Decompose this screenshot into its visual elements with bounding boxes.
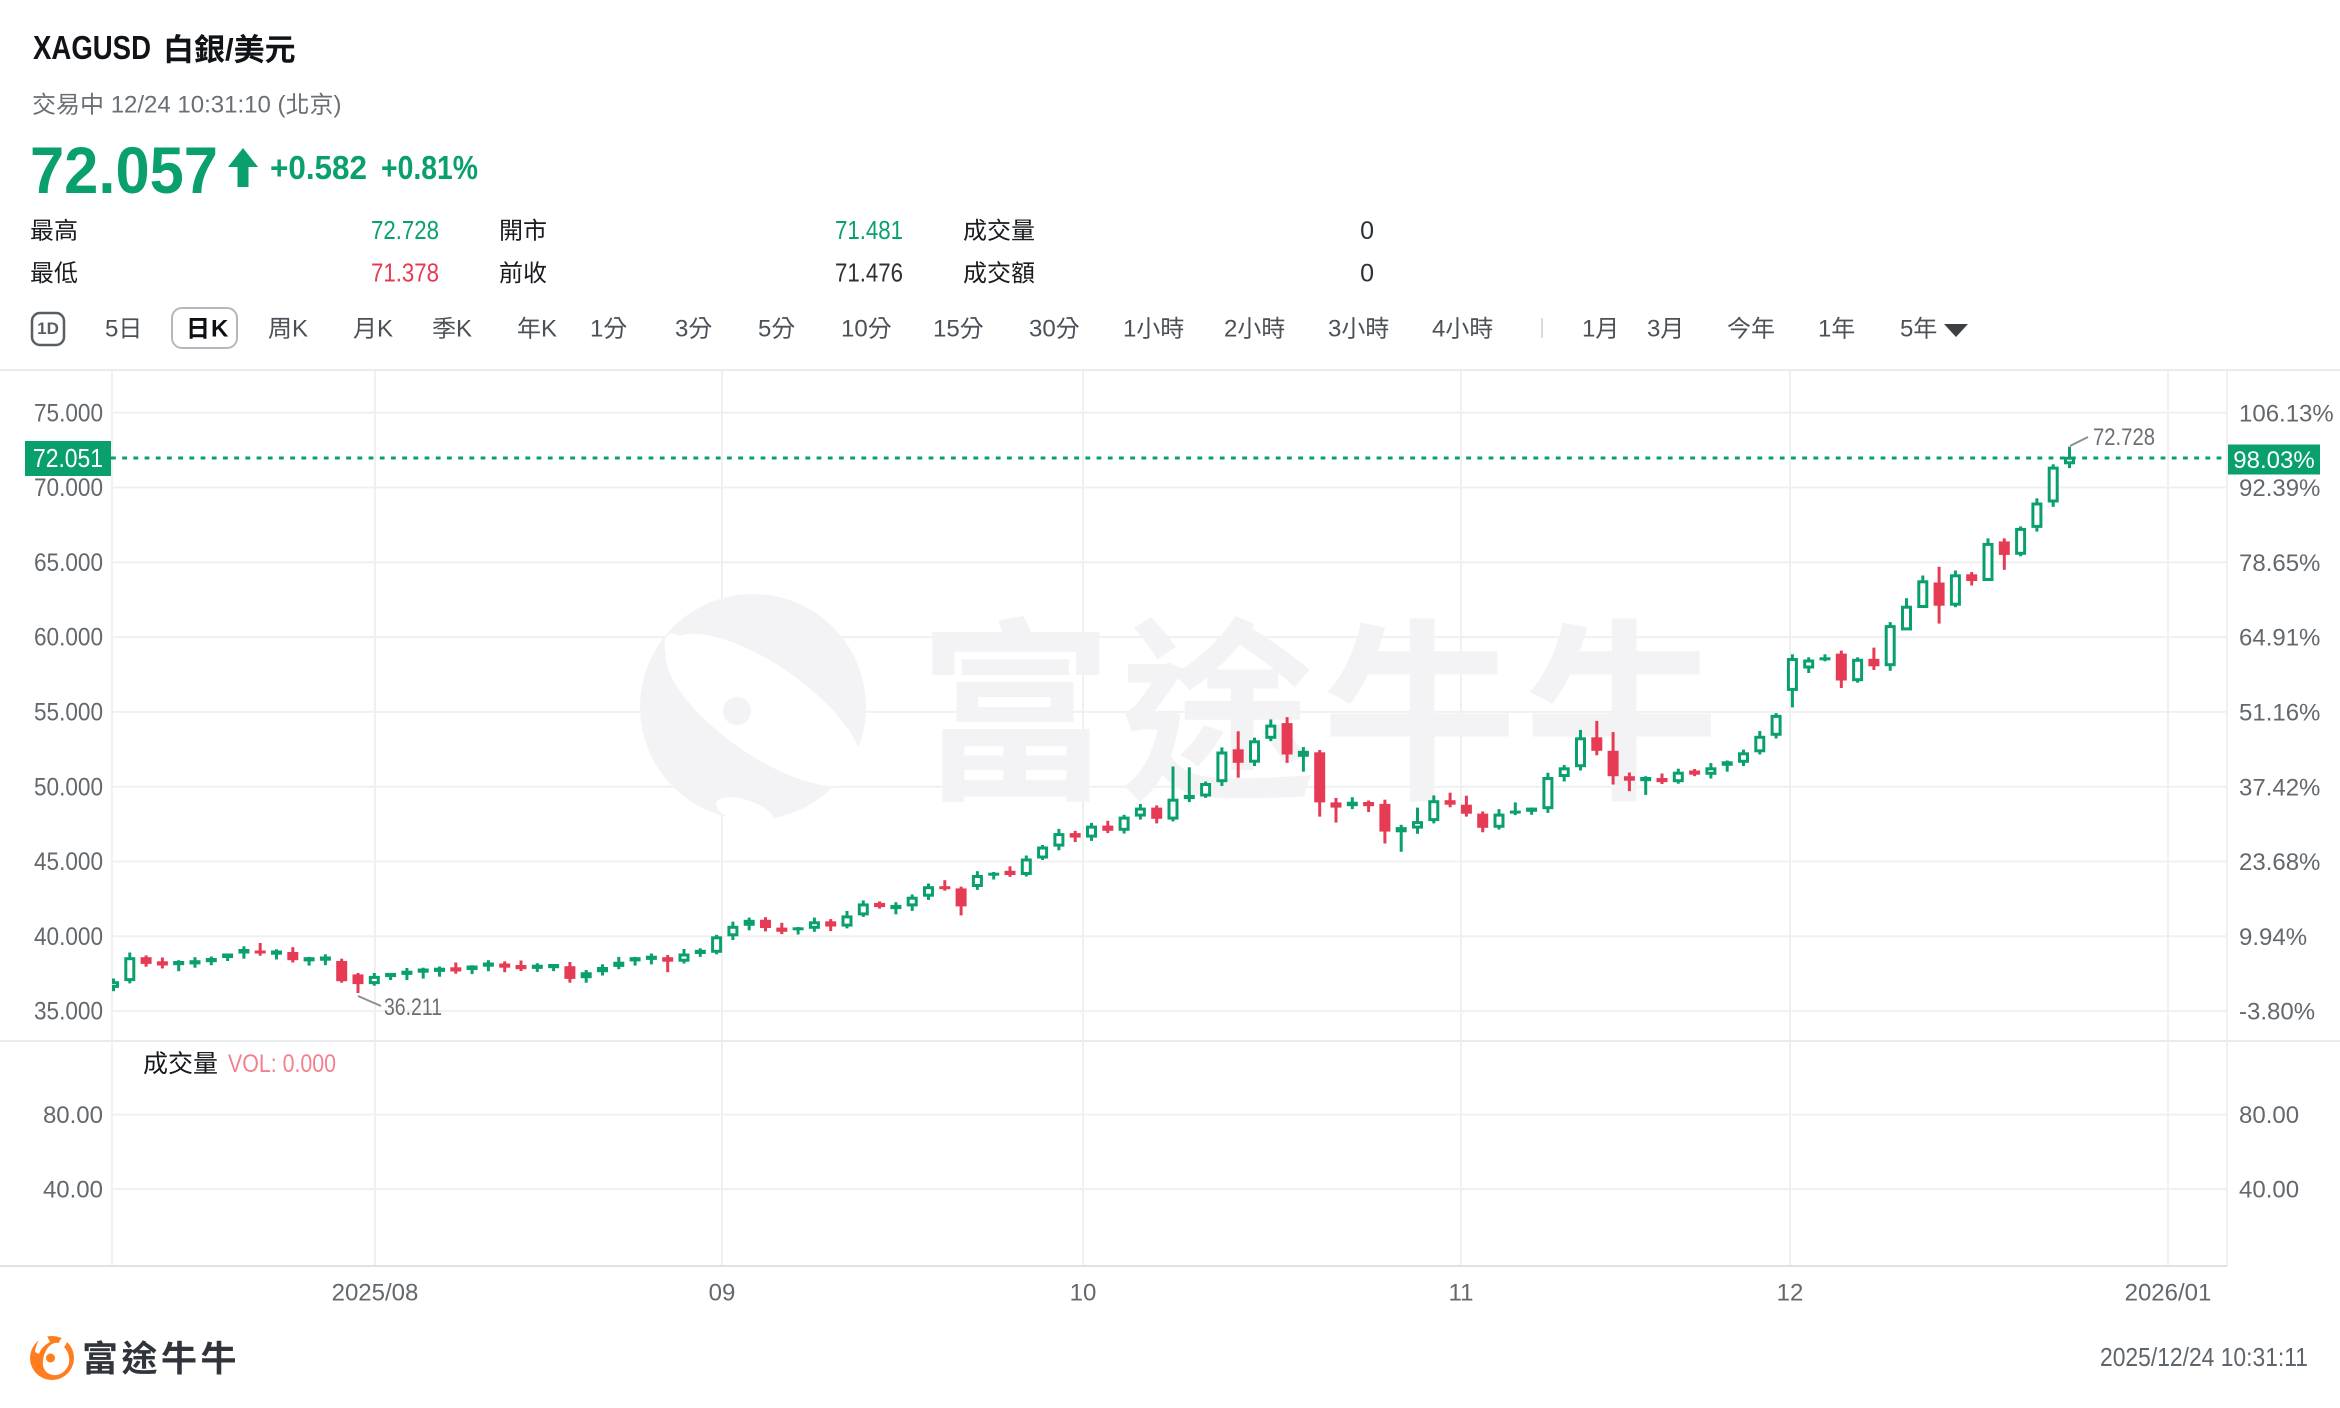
svg-text:51.16%: 51.16% bbox=[2239, 700, 2320, 727]
svg-text:12: 12 bbox=[1777, 1280, 1804, 1307]
svg-text:71.481: 71.481 bbox=[835, 215, 903, 245]
svg-text:4: 4 bbox=[1432, 316, 1445, 343]
svg-text:5: 5 bbox=[758, 316, 771, 343]
svg-text:(: ( bbox=[278, 92, 286, 119]
svg-text:1: 1 bbox=[1123, 316, 1136, 343]
svg-text:1: 1 bbox=[1818, 316, 1831, 343]
svg-text:64.91%: 64.91% bbox=[2239, 625, 2320, 652]
svg-text:K: K bbox=[456, 316, 472, 343]
svg-text:15: 15 bbox=[933, 316, 960, 343]
svg-text:1D: 1D bbox=[37, 319, 59, 338]
svg-text:K: K bbox=[211, 316, 229, 343]
svg-text:80.00: 80.00 bbox=[2239, 1102, 2299, 1129]
svg-text:71.378: 71.378 bbox=[371, 257, 439, 287]
svg-text:72.728: 72.728 bbox=[2093, 424, 2155, 451]
svg-text:10: 10 bbox=[841, 316, 868, 343]
svg-text:K: K bbox=[292, 316, 308, 343]
svg-text:2025/08: 2025/08 bbox=[332, 1280, 419, 1307]
svg-text:45.000: 45.000 bbox=[34, 848, 103, 876]
svg-text:1: 1 bbox=[1582, 316, 1595, 343]
svg-text:60.000: 60.000 bbox=[34, 624, 103, 652]
svg-text:XAGUSD: XAGUSD bbox=[33, 29, 151, 66]
svg-text:98.03%: 98.03% bbox=[2233, 447, 2314, 474]
svg-text:40.00: 40.00 bbox=[2239, 1177, 2299, 1204]
svg-text:12/24: 12/24 bbox=[111, 92, 171, 119]
svg-text:09: 09 bbox=[709, 1280, 736, 1307]
svg-text:2025/12/24 10:31:11: 2025/12/24 10:31:11 bbox=[2100, 1342, 2308, 1372]
svg-text:+0.81%: +0.81% bbox=[381, 149, 478, 186]
svg-text:0: 0 bbox=[1360, 259, 1374, 287]
svg-text:40.00: 40.00 bbox=[43, 1177, 103, 1204]
svg-text:10:31:10: 10:31:10 bbox=[177, 92, 270, 119]
svg-text:/: / bbox=[225, 32, 234, 67]
svg-text:3: 3 bbox=[675, 316, 688, 343]
svg-text:70.000: 70.000 bbox=[34, 474, 103, 502]
svg-text:50.000: 50.000 bbox=[34, 773, 103, 801]
svg-text:1: 1 bbox=[590, 316, 603, 343]
svg-text:75.000: 75.000 bbox=[34, 399, 103, 427]
svg-text:35.000: 35.000 bbox=[34, 998, 103, 1026]
svg-text:92.39%: 92.39% bbox=[2239, 475, 2320, 502]
svg-text:78.65%: 78.65% bbox=[2239, 550, 2320, 577]
svg-text:72.051: 72.051 bbox=[33, 443, 103, 473]
svg-text:0: 0 bbox=[1360, 217, 1374, 245]
svg-text:2: 2 bbox=[1224, 316, 1237, 343]
svg-text:K: K bbox=[541, 316, 557, 343]
svg-text:K: K bbox=[377, 316, 393, 343]
svg-text:11: 11 bbox=[1449, 1280, 1474, 1307]
svg-text:65.000: 65.000 bbox=[34, 549, 103, 577]
svg-text:+0.582: +0.582 bbox=[270, 149, 367, 186]
svg-text:30: 30 bbox=[1029, 316, 1056, 343]
svg-text:VOL: 0.000: VOL: 0.000 bbox=[228, 1050, 336, 1078]
svg-text:9.94%: 9.94% bbox=[2239, 924, 2307, 951]
svg-text:106.13%: 106.13% bbox=[2239, 400, 2334, 427]
svg-text:5: 5 bbox=[1900, 316, 1913, 343]
svg-text:37.42%: 37.42% bbox=[2239, 774, 2320, 801]
svg-text:): ) bbox=[334, 92, 342, 119]
svg-text:71.476: 71.476 bbox=[835, 257, 903, 287]
svg-text:5: 5 bbox=[105, 316, 118, 343]
svg-text:72.728: 72.728 bbox=[371, 215, 439, 245]
svg-text:3: 3 bbox=[1647, 316, 1660, 343]
svg-text:2026/01: 2026/01 bbox=[2125, 1280, 2212, 1307]
svg-text:40.000: 40.000 bbox=[34, 923, 103, 951]
svg-text:72.057: 72.057 bbox=[30, 133, 218, 207]
svg-text:10: 10 bbox=[1070, 1280, 1097, 1307]
svg-text:-3.80%: -3.80% bbox=[2239, 999, 2315, 1026]
svg-text:55.000: 55.000 bbox=[34, 699, 103, 727]
svg-text:36.211: 36.211 bbox=[384, 994, 442, 1021]
svg-text:3: 3 bbox=[1328, 316, 1341, 343]
svg-text:80.00: 80.00 bbox=[43, 1102, 103, 1129]
svg-text:23.68%: 23.68% bbox=[2239, 849, 2320, 876]
